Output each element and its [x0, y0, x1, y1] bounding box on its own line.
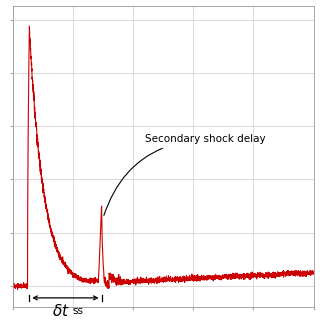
Text: $\delta t$: $\delta t$: [52, 303, 70, 319]
Text: Secondary shock delay: Secondary shock delay: [104, 134, 266, 215]
Text: ss: ss: [72, 306, 83, 316]
